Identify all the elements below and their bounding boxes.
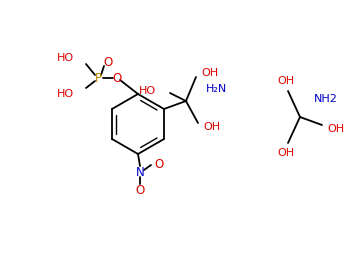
Text: O: O [154, 157, 164, 171]
Text: HO: HO [139, 86, 156, 96]
Text: N: N [136, 166, 144, 178]
Text: H₂N: H₂N [206, 84, 227, 94]
Text: OH: OH [277, 76, 294, 86]
Text: OH: OH [201, 68, 219, 78]
Text: HO: HO [57, 53, 74, 63]
Text: HO: HO [57, 89, 74, 99]
Text: O: O [103, 56, 113, 68]
Text: P: P [94, 72, 102, 85]
Text: O: O [113, 72, 122, 85]
Text: NH2: NH2 [314, 94, 338, 104]
Text: OH: OH [327, 124, 344, 134]
Text: OH: OH [203, 122, 221, 132]
Text: O: O [135, 183, 144, 196]
Text: OH: OH [277, 148, 294, 158]
